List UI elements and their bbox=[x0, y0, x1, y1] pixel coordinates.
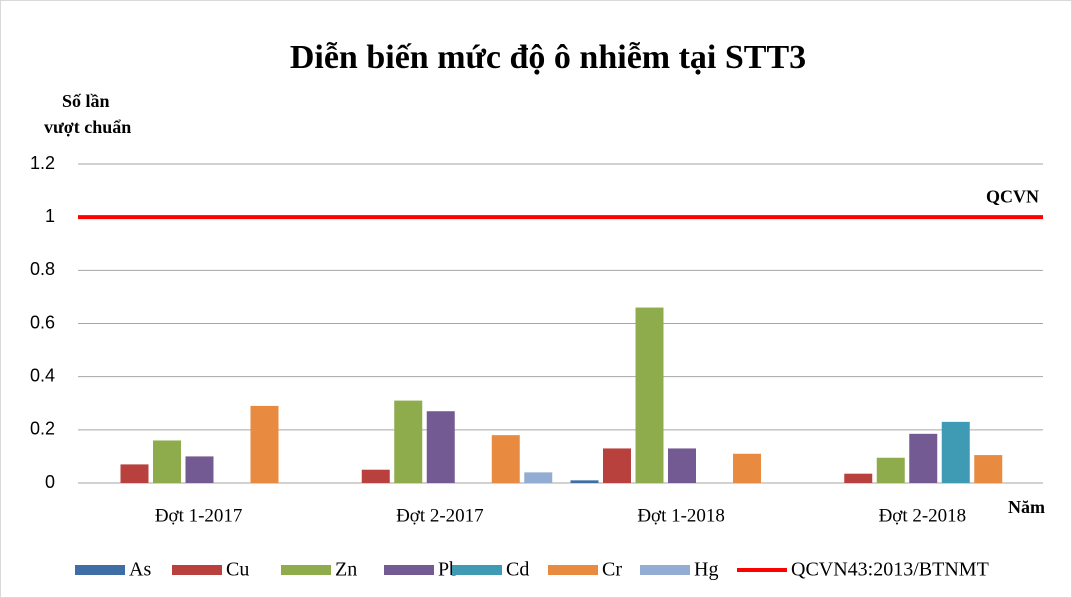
y-tick-label: 1.2 bbox=[30, 153, 55, 173]
bar bbox=[394, 400, 423, 483]
bar bbox=[426, 411, 455, 483]
bar bbox=[524, 472, 553, 483]
bar bbox=[844, 473, 873, 483]
bar bbox=[909, 433, 938, 483]
legend-swatch bbox=[548, 565, 598, 575]
y-tick-label: 0.8 bbox=[30, 259, 55, 279]
x-tick-label: Đợt 1-2017 bbox=[155, 505, 243, 526]
bar bbox=[603, 448, 631, 483]
y-axis-label: vượt chuẩn bbox=[44, 117, 131, 137]
legend-swatch bbox=[172, 565, 222, 575]
legend-swatch bbox=[640, 565, 690, 575]
legend-label: Cr bbox=[602, 559, 622, 581]
chart-title: Diễn biến mức độ ô nhiễm tại STT3 bbox=[290, 39, 806, 76]
y-tick-label: 0.4 bbox=[30, 365, 55, 385]
legend-swatch bbox=[75, 565, 125, 575]
legend-label: Cd bbox=[506, 559, 529, 581]
legend-label: Zn bbox=[335, 559, 357, 581]
legend-label: QCVN43:2013/BTNMT bbox=[791, 559, 989, 581]
y-tick-label: 0 bbox=[45, 472, 55, 492]
legend-swatch bbox=[452, 565, 502, 575]
bar bbox=[974, 455, 1003, 483]
bar bbox=[941, 421, 970, 483]
legend-label: As bbox=[129, 559, 151, 581]
x-axis-label: Năm bbox=[1008, 497, 1045, 517]
bar bbox=[876, 457, 905, 483]
x-tick-label: Đợt 2-2017 bbox=[396, 505, 484, 526]
legend-swatch bbox=[281, 565, 331, 575]
legend-swatch bbox=[384, 565, 434, 575]
bar bbox=[491, 435, 520, 483]
bar bbox=[733, 453, 761, 483]
bar bbox=[668, 448, 696, 483]
y-tick-label: 0.6 bbox=[30, 312, 55, 332]
bar bbox=[153, 440, 181, 483]
y-tick-label: 1 bbox=[45, 206, 55, 226]
y-tick-label: 0.2 bbox=[30, 419, 55, 439]
reference-label: QCVN bbox=[986, 186, 1039, 206]
legend-label: Pb bbox=[438, 559, 459, 581]
bar bbox=[250, 405, 279, 483]
x-tick-label: Đợt 2-2018 bbox=[879, 505, 967, 526]
bar bbox=[570, 480, 599, 483]
y-axis-label: Số lần bbox=[62, 91, 110, 111]
bar bbox=[120, 464, 149, 483]
legend-label: Hg bbox=[694, 559, 718, 581]
x-tick-label: Đợt 1-2018 bbox=[637, 505, 725, 526]
bar bbox=[185, 456, 214, 483]
bar bbox=[635, 307, 664, 483]
bar bbox=[361, 469, 390, 483]
legend-label: Cu bbox=[226, 559, 249, 581]
